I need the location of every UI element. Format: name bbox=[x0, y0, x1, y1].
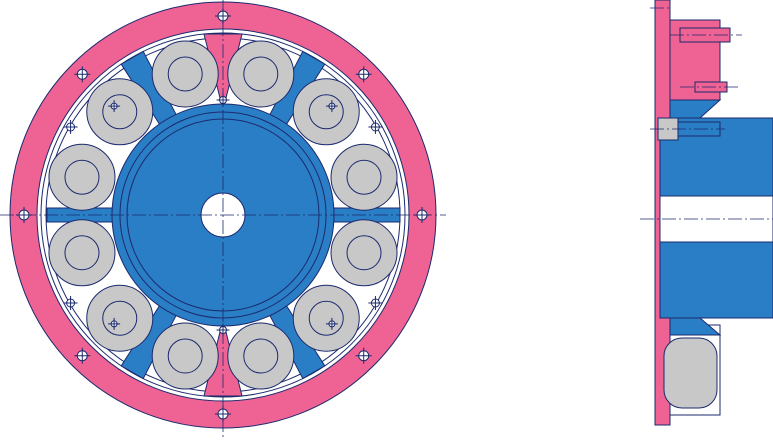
roller bbox=[663, 337, 718, 409]
roller-core bbox=[64, 159, 100, 195]
wedge bbox=[669, 317, 722, 336]
roller-core bbox=[243, 56, 279, 92]
roller-core bbox=[346, 159, 382, 195]
roller-core bbox=[167, 338, 203, 374]
roller-core bbox=[346, 235, 382, 271]
roller-core bbox=[167, 56, 203, 92]
roller-core bbox=[102, 94, 138, 130]
wedge bbox=[669, 99, 722, 119]
side-view bbox=[640, 0, 773, 426]
roller-core bbox=[243, 338, 279, 374]
roller-core bbox=[102, 300, 138, 336]
roller-core bbox=[64, 235, 100, 271]
roller-core bbox=[308, 94, 344, 130]
roller-core bbox=[308, 300, 344, 336]
front-view bbox=[0, 0, 446, 440]
